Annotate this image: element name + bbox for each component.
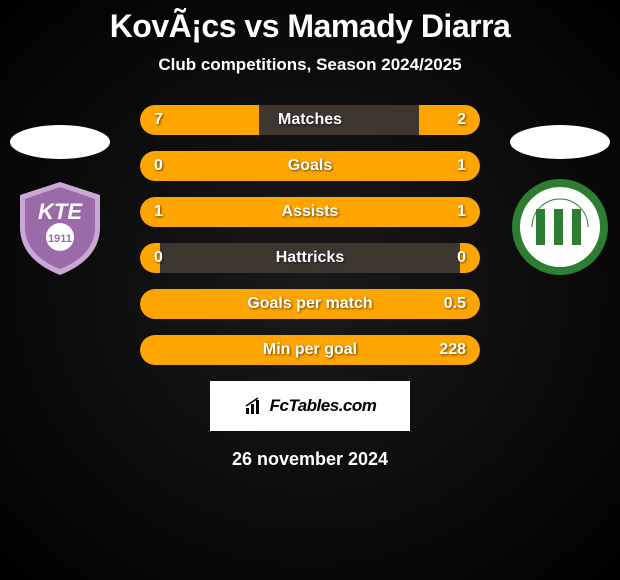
stat-label: Matches [140, 105, 480, 135]
branding-text: FcTables.com [270, 396, 377, 416]
right-team-badge [510, 125, 610, 277]
date-label: 26 november 2024 [0, 449, 620, 470]
branding-badge: FcTables.com [210, 381, 410, 431]
stat-row: 00Hattricks [140, 243, 480, 273]
stat-row: 0.5Goals per match [140, 289, 480, 319]
stats-container: 72Matches 01Goals 11Assists 00Hattricks 0.5G… [140, 105, 480, 365]
stat-row: 01Goals [140, 151, 480, 181]
stat-row: 228Min per goal [140, 335, 480, 365]
stat-row: 72Matches [140, 105, 480, 135]
player-silhouette-right [510, 125, 610, 159]
stat-label: Assists [140, 197, 480, 227]
stat-row: 11Assists [140, 197, 480, 227]
chart-icon [244, 396, 264, 416]
player-silhouette-left [10, 125, 110, 159]
left-team-badge: KTE 1911 [10, 125, 110, 277]
stat-label: Hattricks [140, 243, 480, 273]
right-team-crest [510, 177, 610, 277]
crest-stripes-icon [536, 209, 581, 245]
stat-label: Goals [140, 151, 480, 181]
left-team-abbr: KTE [38, 199, 83, 224]
page-title: KovÃ¡cs vs Mamady Diarra [0, 0, 620, 45]
stat-label: Goals per match [140, 289, 480, 319]
left-team-year: 1911 [48, 233, 72, 245]
left-team-crest: KTE 1911 [10, 177, 110, 277]
stat-label: Min per goal [140, 335, 480, 365]
subtitle: Club competitions, Season 2024/2025 [0, 55, 620, 75]
